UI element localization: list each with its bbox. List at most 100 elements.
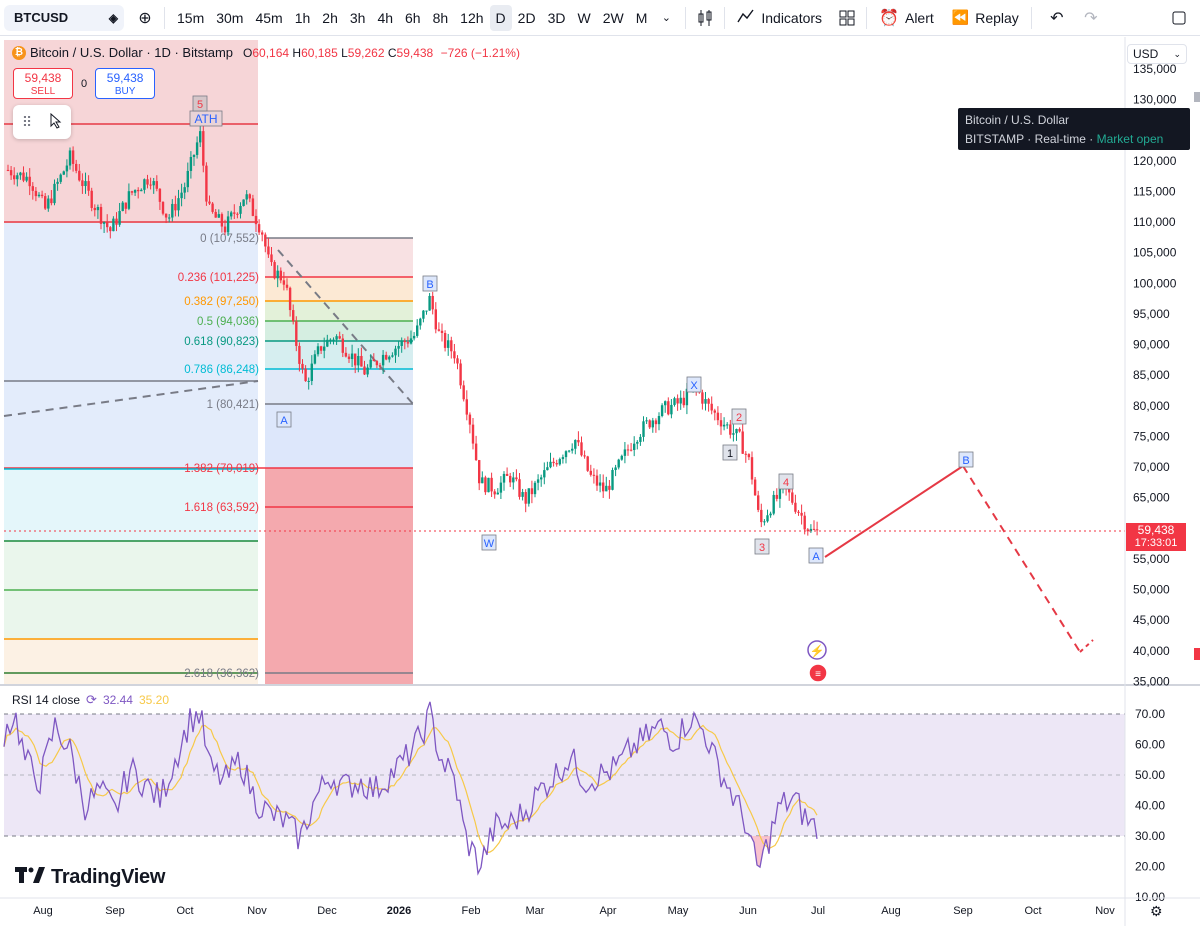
- candle-body: [409, 338, 413, 344]
- event-icon-flash[interactable]: [807, 640, 827, 660]
- indicators-button[interactable]: Indicators: [731, 5, 828, 31]
- currency-selector[interactable]: USD ⌄: [1127, 44, 1187, 64]
- price-axis[interactable]: 135,000130,000125,000120,000115,000110,0…: [1133, 62, 1177, 689]
- replay-button[interactable]: ⏪ Replay: [946, 5, 1025, 31]
- rsi-title: RSI 14 close: [12, 693, 81, 707]
- event-icon-flag[interactable]: [808, 663, 828, 683]
- layouts-icon[interactable]: [834, 5, 860, 31]
- alert-label: Alert: [904, 9, 934, 26]
- settings-gear-icon[interactable]: ⚙: [1150, 903, 1163, 919]
- candle-body: [44, 196, 47, 209]
- drag-handle-icon[interactable]: ⠿: [21, 113, 33, 130]
- candle-body: [735, 428, 738, 434]
- wave-label-box: [778, 473, 794, 490]
- sell-button[interactable]: 59,438 SELL: [13, 68, 73, 99]
- candle-body: [161, 201, 165, 214]
- candle-body: [549, 461, 552, 468]
- rsi-axis[interactable]: 70.00 60.00 50.00 40.00 30.00 20.00 10.00: [1135, 707, 1165, 904]
- candles-icon[interactable]: [692, 5, 718, 31]
- interval-d[interactable]: D: [489, 4, 512, 31]
- buy-button[interactable]: 59,438 BUY: [95, 68, 156, 99]
- rsi-tick-label: 30.00: [1135, 829, 1165, 843]
- time-axis[interactable]: Aug Sep Oct Nov Dec 2026 Feb Mar Apr May Jun Jul Aug…: [0, 905, 1125, 921]
- wave-label-box: [192, 95, 208, 112]
- interval-dropdown-icon[interactable]: ⌄: [661, 12, 671, 24]
- candle-body: [648, 420, 651, 428]
- candle-body: [753, 479, 757, 496]
- rsi-legend[interactable]: RSI 14 close ⟳ 32.44 35.20: [12, 692, 169, 708]
- candle-body: [459, 363, 462, 386]
- candle-body: [403, 340, 406, 343]
- candle-body: [524, 492, 527, 504]
- candle-body: [78, 170, 81, 181]
- fib-labels: 0 (107,552) 0.236 (101,225) 0.382 (97,250)…: [178, 233, 259, 680]
- fullscreen-icon[interactable]: [1166, 5, 1192, 31]
- divider: [1030, 6, 1032, 29]
- interval-45m[interactable]: 45m: [255, 9, 283, 26]
- interval-12h[interactable]: 12h: [460, 9, 484, 26]
- fib-level-label: 0 (107,552): [200, 233, 259, 245]
- undo-icon[interactable]: ↶: [1050, 9, 1064, 27]
- candle-body: [59, 174, 62, 182]
- candle-body: [158, 188, 162, 202]
- divider: [866, 6, 868, 29]
- wave-label-a1: A: [280, 415, 288, 427]
- interval-15m[interactable]: 15m: [177, 9, 205, 26]
- interval-8h[interactable]: 8h: [432, 9, 449, 26]
- refresh-icon[interactable]: ⟳: [86, 692, 97, 707]
- candle-body: [685, 388, 689, 406]
- symbol-search[interactable]: BTCUSD ◈: [4, 4, 124, 31]
- tradingview-logo[interactable]: TradingView: [15, 866, 165, 889]
- candle-body: [598, 482, 602, 486]
- wave-label-w: W: [484, 538, 495, 550]
- fib-zone-red-ext: [265, 468, 413, 684]
- time-tick-label: Oct: [1024, 905, 1042, 917]
- interval-2w[interactable]: 2W: [602, 9, 624, 26]
- interval-4h[interactable]: 4h: [377, 9, 394, 26]
- interval-3h[interactable]: 3h: [349, 9, 366, 26]
- interval-3d[interactable]: 3D: [547, 9, 566, 26]
- candle-body: [602, 482, 605, 492]
- interval-w[interactable]: W: [577, 9, 591, 26]
- rsi-tick-label: 20.00: [1135, 860, 1165, 874]
- interval-6h[interactable]: 6h: [405, 9, 421, 26]
- candle-body: [775, 494, 778, 499]
- interval-1h[interactable]: 1h: [294, 9, 311, 26]
- candle-body: [381, 354, 385, 366]
- fib-level-label: 0.382 (97,250): [184, 296, 259, 308]
- interval-2h[interactable]: 2h: [322, 9, 338, 26]
- candle-body: [509, 475, 512, 483]
- symbol-diamond-icon[interactable]: ◈: [108, 10, 118, 25]
- time-tick-label: Nov: [247, 905, 267, 917]
- redo-icon[interactable]: ↷: [1084, 9, 1098, 27]
- candle-body: [552, 461, 555, 464]
- candle-body: [536, 479, 540, 483]
- wave-label-three: 3: [759, 542, 765, 554]
- rsi-line: [3, 701, 818, 876]
- candle-body: [354, 353, 357, 366]
- interval-2d[interactable]: 2D: [517, 9, 536, 26]
- chart-legend[interactable]: ₿ Bitcoin / U.S. Dollar · 1D · Bitstamp …: [12, 45, 520, 60]
- candle-body: [279, 270, 282, 281]
- interval-m[interactable]: M: [635, 9, 648, 26]
- candle-body: [797, 511, 800, 513]
- candle-body: [53, 183, 56, 204]
- flash-icon: ⚡: [810, 644, 825, 658]
- zone-cyan: [4, 467, 258, 541]
- interval-30m[interactable]: 30m: [216, 9, 244, 26]
- candle-body: [385, 354, 388, 360]
- candle-body: [474, 443, 478, 461]
- price-chart[interactable]: 0 (107,552) 0.236 (101,225) 0.382 (97,250)…: [0, 37, 1200, 926]
- time-tick-label: Feb: [461, 905, 481, 917]
- alert-button[interactable]: ⏰ Alert: [873, 5, 940, 31]
- cursor-arrow-icon[interactable]: [50, 112, 62, 132]
- candle-body: [341, 338, 344, 353]
- candle-body: [447, 340, 450, 348]
- candle-body: [257, 224, 261, 233]
- candle-body: [276, 270, 279, 279]
- candle-body: [326, 339, 329, 347]
- candle-body: [750, 457, 754, 480]
- add-symbol-icon[interactable]: ⊕: [138, 9, 152, 27]
- candle-body: [270, 254, 273, 263]
- candle-body: [722, 424, 726, 427]
